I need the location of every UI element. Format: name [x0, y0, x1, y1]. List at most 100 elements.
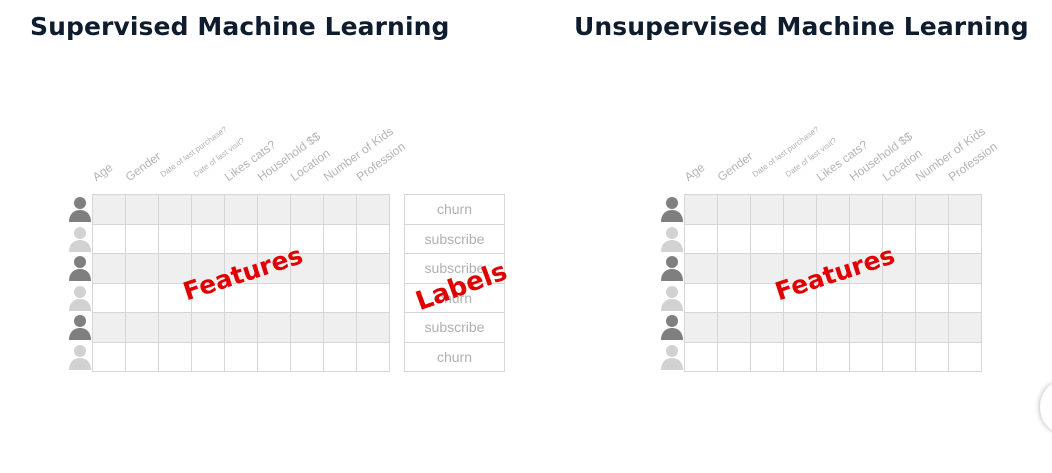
- column-header: Age: [681, 160, 708, 184]
- label-cell: subscribe: [404, 223, 505, 254]
- feature-cell: [882, 194, 916, 225]
- feature-cell: [750, 341, 784, 372]
- feature-cell: [224, 341, 258, 372]
- feature-cell: [158, 223, 192, 254]
- table-row: [684, 282, 982, 313]
- feature-cell: [191, 194, 225, 225]
- feature-cell: [684, 194, 718, 225]
- feature-cell: [882, 341, 916, 372]
- feature-cell: [191, 341, 225, 372]
- feature-cell: [882, 253, 916, 284]
- person-icon: [661, 226, 683, 252]
- feature-cell: [125, 223, 159, 254]
- feature-cell: [191, 253, 225, 284]
- feature-cell: [290, 194, 324, 225]
- feature-cell: [158, 194, 192, 225]
- feature-cell: [92, 194, 126, 225]
- feature-cell: [684, 223, 718, 254]
- feature-cell: [92, 223, 126, 254]
- table-row: [684, 312, 982, 343]
- feature-cell: [915, 312, 949, 343]
- feature-cell: [717, 282, 751, 313]
- feature-cell: [948, 223, 982, 254]
- feature-cell: [323, 223, 357, 254]
- supervised-diagram: Age Gender Date of last purchase? Date of l…: [60, 110, 520, 380]
- feature-cell: [915, 223, 949, 254]
- unsupervised-diagram: Age Gender Date of last purchase? Date of l…: [652, 110, 1052, 380]
- feature-cell: [224, 312, 258, 343]
- feature-cell: [882, 282, 916, 313]
- feature-cell: [816, 341, 850, 372]
- feature-cell: [158, 312, 192, 343]
- supervised-title: Supervised Machine Learning: [30, 12, 450, 41]
- feature-cell: [92, 312, 126, 343]
- table-row: [92, 194, 390, 225]
- feature-cell: [290, 282, 324, 313]
- feature-cell: [717, 341, 751, 372]
- feature-cell: [882, 312, 916, 343]
- feature-cell: [224, 194, 258, 225]
- person-icon: [661, 197, 683, 222]
- feature-cell: [717, 253, 751, 284]
- feature-cell: [125, 282, 159, 313]
- table-row: [684, 223, 982, 254]
- feature-cell: [948, 282, 982, 313]
- feature-cell: [849, 282, 883, 313]
- table-row: [684, 253, 982, 284]
- person-icon: [69, 315, 91, 340]
- feature-cell: [783, 312, 817, 343]
- feature-cell: [92, 341, 126, 372]
- table-row: [684, 194, 982, 225]
- feature-cell: [356, 194, 390, 225]
- feature-cell: [257, 312, 291, 343]
- feature-cell: [948, 341, 982, 372]
- label-cell: churn: [404, 282, 505, 313]
- table-row: [684, 341, 982, 372]
- feature-cell: [356, 223, 390, 254]
- table-row: [92, 253, 390, 284]
- feature-cell: [356, 282, 390, 313]
- feature-cell: [816, 194, 850, 225]
- feature-cell: [684, 282, 718, 313]
- feature-cell: [125, 312, 159, 343]
- feature-cell: [948, 253, 982, 284]
- feature-cell: [849, 194, 883, 225]
- feature-cell: [158, 282, 192, 313]
- feature-cell: [257, 194, 291, 225]
- column-header: Gender: [122, 149, 164, 184]
- column-header: Age: [89, 160, 116, 184]
- feature-cell: [92, 282, 126, 313]
- feature-cell: [717, 312, 751, 343]
- feature-cell: [750, 194, 784, 225]
- feature-cell: [356, 253, 390, 284]
- label-cell: churn: [404, 194, 505, 225]
- feature-cell: [783, 223, 817, 254]
- feature-cell: [816, 253, 850, 284]
- feature-cell: [125, 253, 159, 284]
- table-row: [92, 341, 390, 372]
- person-icon: [69, 344, 91, 370]
- feature-cell: [323, 282, 357, 313]
- feature-grid: [92, 194, 390, 372]
- feature-cell: [849, 253, 883, 284]
- feature-cell: [915, 194, 949, 225]
- feature-cell: [684, 253, 718, 284]
- feature-cell: [290, 341, 324, 372]
- feature-cell: [323, 341, 357, 372]
- feature-cell: [816, 312, 850, 343]
- feature-cell: [948, 312, 982, 343]
- feature-cell: [257, 341, 291, 372]
- person-icon: [661, 315, 683, 340]
- label-cell: churn: [404, 341, 505, 372]
- person-icon: [69, 197, 91, 222]
- person-icon: [69, 256, 91, 281]
- feature-cell: [257, 282, 291, 313]
- feature-cell: [191, 223, 225, 254]
- feature-cell: [717, 223, 751, 254]
- feature-cell: [750, 312, 784, 343]
- unsupervised-title: Unsupervised Machine Learning: [574, 12, 1029, 41]
- feature-cell: [783, 341, 817, 372]
- feature-cell: [717, 194, 751, 225]
- feature-cell: [92, 253, 126, 284]
- side-scroll-handle[interactable]: [1040, 382, 1052, 432]
